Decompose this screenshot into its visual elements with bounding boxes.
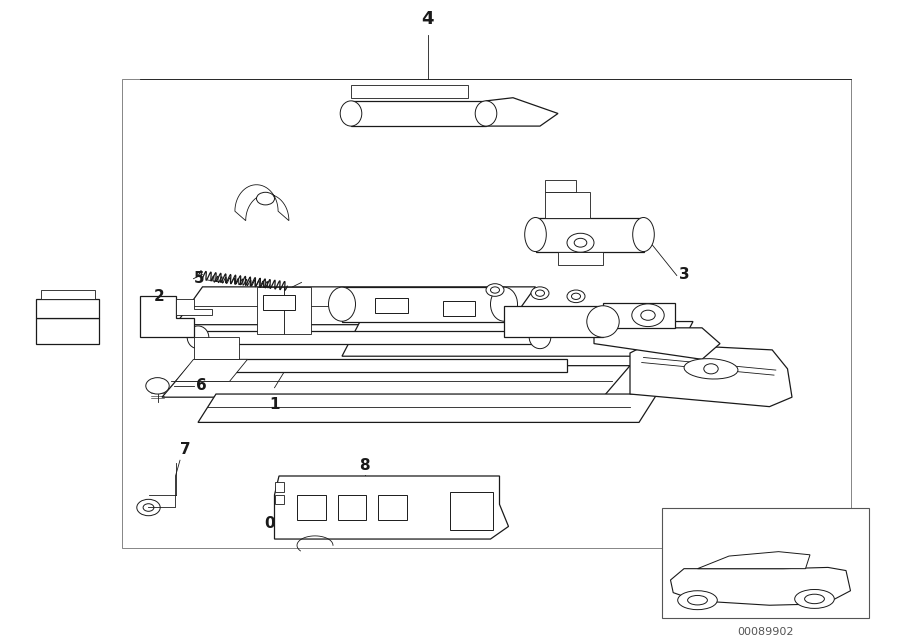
Text: 7: 7 bbox=[180, 442, 191, 457]
Polygon shape bbox=[670, 567, 850, 605]
Polygon shape bbox=[36, 299, 99, 318]
Ellipse shape bbox=[340, 101, 362, 126]
Ellipse shape bbox=[529, 326, 551, 348]
Text: 3: 3 bbox=[680, 267, 690, 282]
Polygon shape bbox=[536, 218, 644, 252]
Polygon shape bbox=[176, 359, 248, 382]
Polygon shape bbox=[194, 338, 238, 359]
Polygon shape bbox=[274, 482, 284, 492]
Polygon shape bbox=[544, 192, 590, 218]
Polygon shape bbox=[603, 302, 675, 328]
Polygon shape bbox=[504, 306, 603, 338]
Text: 00089902: 00089902 bbox=[737, 627, 793, 637]
Text: 0: 0 bbox=[265, 516, 275, 531]
Polygon shape bbox=[698, 552, 810, 568]
Bar bbox=[443, 301, 475, 316]
Ellipse shape bbox=[678, 591, 717, 610]
Circle shape bbox=[641, 310, 655, 320]
Text: 5: 5 bbox=[194, 271, 204, 286]
Polygon shape bbox=[198, 331, 540, 344]
Bar bbox=[122, 79, 850, 549]
Polygon shape bbox=[351, 101, 486, 126]
Circle shape bbox=[146, 378, 169, 394]
Circle shape bbox=[572, 293, 580, 299]
Bar bbox=[297, 495, 326, 520]
Circle shape bbox=[137, 500, 160, 516]
Polygon shape bbox=[36, 318, 99, 344]
Circle shape bbox=[704, 364, 718, 374]
Text: 1: 1 bbox=[269, 397, 280, 412]
Polygon shape bbox=[274, 476, 508, 539]
Polygon shape bbox=[486, 98, 558, 126]
Polygon shape bbox=[235, 185, 289, 221]
Circle shape bbox=[491, 287, 500, 293]
Polygon shape bbox=[176, 299, 211, 315]
Polygon shape bbox=[256, 287, 284, 334]
Polygon shape bbox=[594, 328, 720, 359]
Ellipse shape bbox=[187, 326, 209, 348]
Ellipse shape bbox=[525, 218, 546, 251]
Ellipse shape bbox=[587, 306, 619, 338]
Bar bbox=[662, 507, 868, 618]
Polygon shape bbox=[544, 180, 576, 192]
Circle shape bbox=[632, 304, 664, 327]
Polygon shape bbox=[284, 287, 310, 334]
Circle shape bbox=[143, 504, 154, 511]
Polygon shape bbox=[630, 344, 792, 406]
Bar bbox=[450, 492, 493, 530]
Ellipse shape bbox=[491, 287, 518, 321]
Bar bbox=[338, 495, 366, 520]
Circle shape bbox=[256, 192, 274, 205]
Circle shape bbox=[531, 287, 549, 299]
Polygon shape bbox=[274, 495, 284, 505]
Circle shape bbox=[574, 239, 587, 247]
Circle shape bbox=[567, 290, 585, 302]
Polygon shape bbox=[162, 366, 630, 397]
Polygon shape bbox=[40, 290, 94, 299]
Polygon shape bbox=[351, 85, 468, 98]
Text: 4: 4 bbox=[421, 10, 434, 28]
Text: 2: 2 bbox=[154, 289, 165, 304]
Polygon shape bbox=[140, 296, 194, 338]
Ellipse shape bbox=[795, 590, 834, 609]
Polygon shape bbox=[342, 287, 504, 322]
Ellipse shape bbox=[805, 594, 824, 604]
Polygon shape bbox=[198, 394, 657, 422]
Bar bbox=[375, 298, 408, 313]
Circle shape bbox=[536, 290, 544, 296]
Polygon shape bbox=[176, 287, 536, 325]
Bar bbox=[263, 295, 295, 310]
Bar bbox=[378, 495, 407, 520]
Polygon shape bbox=[558, 252, 603, 265]
Ellipse shape bbox=[633, 218, 654, 251]
Ellipse shape bbox=[684, 359, 738, 379]
Circle shape bbox=[567, 234, 594, 252]
Ellipse shape bbox=[475, 101, 497, 126]
Circle shape bbox=[486, 284, 504, 296]
Text: 8: 8 bbox=[359, 458, 370, 473]
Polygon shape bbox=[342, 322, 693, 356]
Text: 6: 6 bbox=[196, 378, 207, 394]
Ellipse shape bbox=[688, 595, 707, 605]
Ellipse shape bbox=[328, 287, 356, 321]
Polygon shape bbox=[225, 359, 567, 372]
